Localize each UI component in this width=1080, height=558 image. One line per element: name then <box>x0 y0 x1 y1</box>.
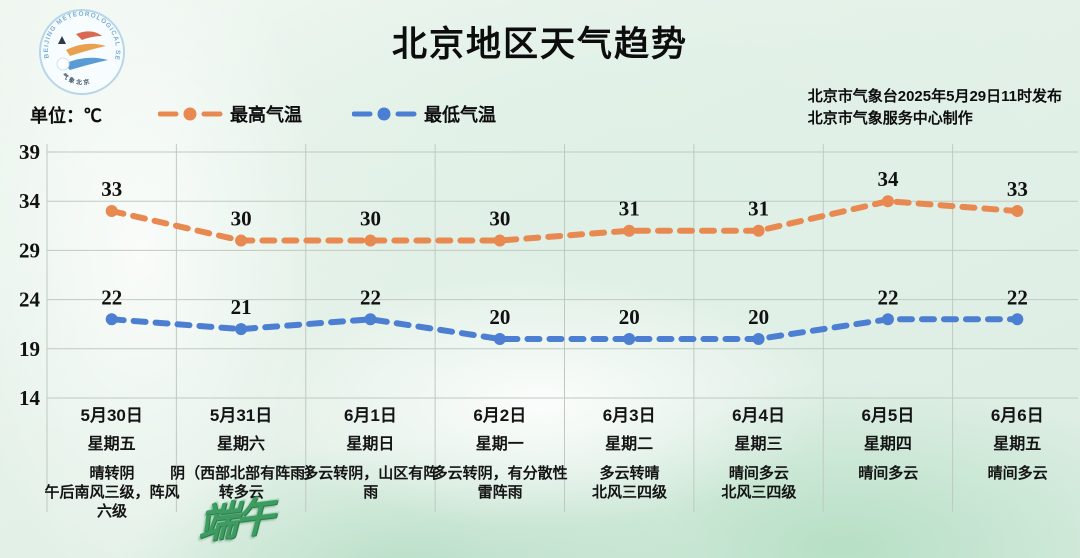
min-temp-value-label-5: 20 <box>748 305 769 329</box>
day-weather: 晴间多云 <box>858 465 919 482</box>
temperature-trend-chart: 39 34 29 24 19 14 33 30 30 30 31 31 34 33 22 21 22 20 20 20… <box>19 140 1078 512</box>
logo-red-swoosh <box>76 31 102 40</box>
min-temp-point-6 <box>881 313 894 326</box>
day-date: 5月30日 <box>80 406 143 425</box>
day-weekday: 星期五 <box>87 436 136 453</box>
max-temp-value-label-0: 33 <box>101 177 122 201</box>
min-temp-value-label-3: 20 <box>489 305 510 329</box>
max-temp-value-label-7: 33 <box>1007 177 1028 201</box>
min-temp-point-3 <box>493 332 506 345</box>
day-date: 5月31日 <box>209 406 273 425</box>
day-weather: 多云转阴，有分散性雷阵雨 <box>432 465 568 501</box>
day-weekday: 星期五 <box>993 436 1042 453</box>
day-date: 6月3日 <box>602 406 656 425</box>
max-temp-point-1 <box>235 234 248 247</box>
min-temp-value-label-2: 22 <box>360 285 381 309</box>
min-temp-line-swatch-icon <box>352 107 417 121</box>
min-temp-value-label-1: 21 <box>231 295 252 319</box>
y-axis-tick-label: 39 <box>19 140 40 164</box>
min-temp-value-label-7: 22 <box>1007 285 1028 309</box>
day-date: 6月1日 <box>343 406 397 425</box>
day-weekday: 星期四 <box>863 436 912 453</box>
day-weather: 晴转阴 午后南风三级，阵风六级 <box>44 465 180 520</box>
max-temp-line-swatch-icon <box>158 107 223 121</box>
min-temp-point-1 <box>235 323 248 336</box>
day-weekday: 星期一 <box>475 436 524 453</box>
day-column-5: 6月4日星期三晴间多云 北风三四级 <box>694 406 823 502</box>
max-temp-value-label-2: 30 <box>360 207 381 231</box>
min-temp-value-label-4: 20 <box>619 305 640 329</box>
chart-legend: 最高气温 最低气温 <box>158 101 496 127</box>
day-column-3: 6月2日星期一多云转阴，有分散性雷阵雨 <box>433 406 568 502</box>
day-weekday: 星期日 <box>346 436 395 453</box>
day-column-6: 6月5日星期四晴间多云 <box>823 406 952 483</box>
legend-label-max-temp: 最高气温 <box>230 105 302 125</box>
day-column-4: 6月3日星期二多云转晴 北风三四级 <box>565 406 694 502</box>
day-weather: 多云转晴 北风三四级 <box>591 465 667 501</box>
y-axis-tick-label: 24 <box>19 288 41 312</box>
unit-label: 单位：℃ <box>30 106 102 126</box>
page-title: 北京地区天气趋势 <box>391 25 688 64</box>
day-date: 6月4日 <box>732 406 786 425</box>
publisher-line2: 北京市气象服务中心制作 <box>807 110 973 127</box>
day-weekday: 星期六 <box>217 436 266 453</box>
day-weekday: 星期二 <box>605 436 654 453</box>
legend-item-max-temp: 最高气温 <box>158 101 302 127</box>
max-temp-point-4 <box>623 224 636 237</box>
day-column-7: 6月6日星期五晴间多云 <box>953 406 1080 483</box>
logo-cloud-shape <box>56 57 70 71</box>
day-column-1: 5月31日星期六阴（西部北部有阵雨）转多云 <box>170 406 313 502</box>
day-weather: 晴间多云 <box>987 465 1048 482</box>
max-temp-point-2 <box>364 234 377 247</box>
max-temp-point-3 <box>493 234 506 247</box>
max-temp-value-label-3: 30 <box>489 207 510 231</box>
min-temp-point-0 <box>105 313 118 326</box>
max-temp-value-label-6: 34 <box>877 167 899 191</box>
min-temp-point-2 <box>364 313 377 326</box>
legend-item-min-temp: 最低气温 <box>352 101 496 127</box>
day-date: 6月5日 <box>861 406 915 425</box>
legend-label-min-temp: 最低气温 <box>424 105 496 125</box>
min-temp-line <box>108 316 1021 342</box>
day-weather: 多云转阴，山区有阵雨 <box>303 465 439 501</box>
min-temp-point-5 <box>752 332 765 345</box>
min-temp-value-label-0: 22 <box>101 285 122 309</box>
logo-orange-swoosh <box>66 43 106 56</box>
day-weather: 阴（西部北部有阵雨）转多云 <box>170 465 313 501</box>
max-temp-value-label-5: 31 <box>748 197 769 221</box>
max-temp-point-5 <box>752 224 765 237</box>
max-temp-line <box>108 198 1021 244</box>
day-weekday: 星期三 <box>734 436 783 453</box>
logo-blue-swoosh <box>64 57 108 70</box>
min-temp-point-7 <box>1011 313 1024 326</box>
day-column-0: 5月30日星期五晴转阴 午后南风三级，阵风六级 <box>44 406 179 521</box>
day-column-2: 6月1日星期日多云转阴，山区有阵雨 <box>303 406 438 502</box>
publisher-line1: 北京市气象台2025年5月29日11时发布 <box>807 88 1062 105</box>
publisher-info: 北京市气象台2025年5月29日11时发布 北京市气象服务中心制作 <box>808 86 1062 130</box>
min-temp-point-4 <box>623 332 636 345</box>
dragon-boat-festival-calligraphy: 端午 <box>197 494 273 548</box>
beijing-meteorological-service-logo: BEIJING METEOROLOGICAL SERVICE 气象北京 <box>36 6 125 95</box>
day-weather: 晴间多云 北风三四级 <box>721 465 797 501</box>
y-axis-tick-label: 29 <box>19 238 40 262</box>
y-axis-tick-label: 14 <box>19 386 41 410</box>
max-temp-point-6 <box>881 195 894 208</box>
logo-kite-shape <box>58 36 66 44</box>
max-temp-point-0 <box>105 205 118 218</box>
y-axis-tick-label: 19 <box>19 337 40 361</box>
max-temp-point-7 <box>1011 205 1024 218</box>
max-temp-value-label-1: 30 <box>231 207 252 231</box>
min-temp-value-label-6: 22 <box>877 285 898 309</box>
day-date: 6月2日 <box>473 406 527 425</box>
day-date: 6月6日 <box>990 406 1044 425</box>
max-temp-value-label-4: 31 <box>619 197 640 221</box>
y-axis-tick-label: 34 <box>19 189 41 213</box>
